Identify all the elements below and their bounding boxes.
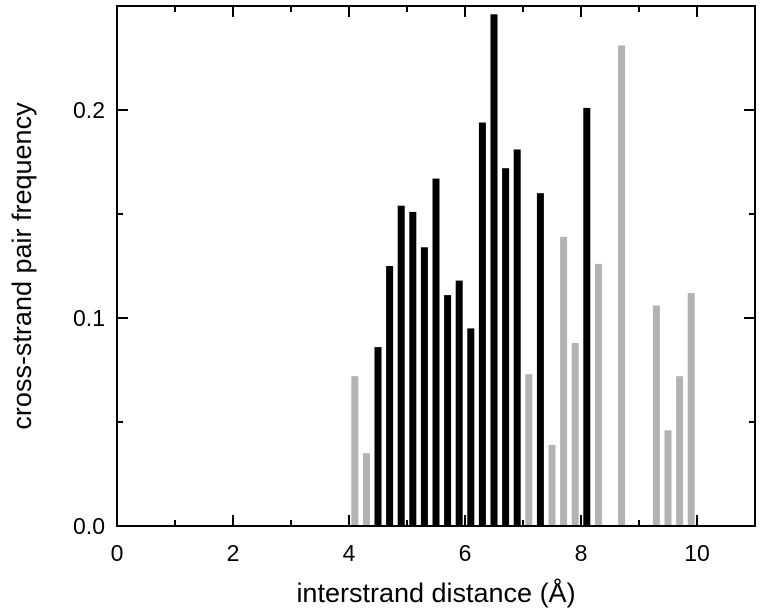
bar-s0-5 [432,178,440,526]
bar-s0-9 [478,122,486,526]
bar-s1-2 [525,374,533,526]
bar-s1-7 [618,45,626,526]
bar-s0-10 [490,14,498,527]
x-tick-label-0: 0 [111,540,124,566]
tick-labels-group: 0 2 4 6 8 10 0.0 0.1 0.2 [73,97,710,566]
bar-s0-3 [409,211,417,526]
x-tick-label-10: 10 [684,540,710,566]
x-tick-label-4: 4 [343,540,356,566]
bar-s0-4 [420,247,428,527]
bar-s1-1 [362,453,370,526]
x-tick-label-8: 8 [575,540,588,566]
bar-s1-9 [664,430,672,526]
x-tick-label-6: 6 [459,540,472,566]
bar-s0-1 [386,266,394,526]
x-axis-label: interstrand distance (Å) [296,577,575,608]
x-tick-label-2: 2 [227,540,240,566]
y-tick-label-0.2: 0.2 [73,97,105,123]
bar-s1-5 [571,343,579,526]
bar-s0-13 [536,193,544,526]
bar-s0-14 [583,107,591,527]
y-tick-label-0.0: 0.0 [73,513,105,539]
bars-group [351,14,695,527]
bar-s0-0 [374,347,382,526]
bar-s1-0 [351,376,359,526]
plot-frame [116,5,756,527]
bar-s0-7 [455,280,463,526]
bar-s1-8 [652,305,660,526]
bar-s0-2 [397,205,405,526]
bar-s0-6 [444,295,452,526]
bar-s1-3 [548,444,556,526]
bar-s1-4 [560,236,568,526]
y-axis-label: cross-strand pair frequency [7,102,37,430]
bar-s1-6 [594,263,602,526]
bar-s0-8 [467,328,475,526]
bar-s1-11 [687,293,695,526]
y-tick-label-0.1: 0.1 [73,305,105,331]
bar-s0-12 [513,149,521,526]
bar-s1-10 [676,376,684,526]
bar-s0-11 [502,168,510,526]
